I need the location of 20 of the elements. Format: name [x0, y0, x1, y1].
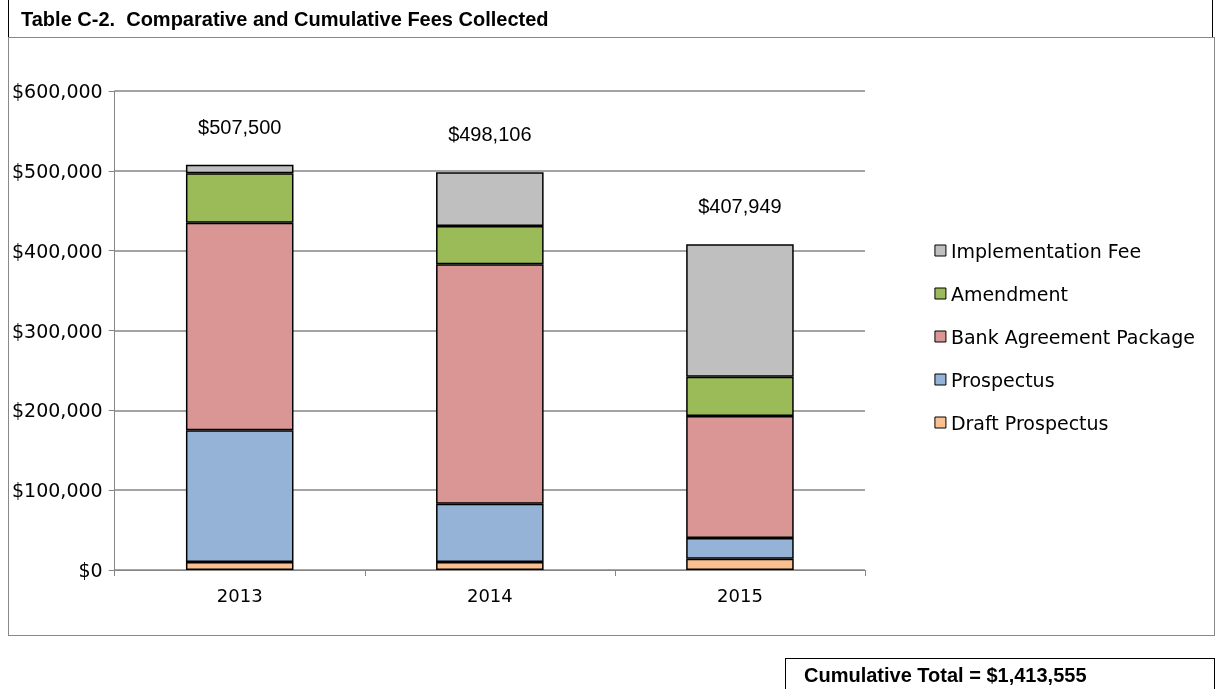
legend-label: Amendment: [950, 282, 1068, 305]
y-tick-label: $600,000: [11, 80, 103, 102]
y-tick-label: $0: [78, 559, 103, 581]
total-label: $407,949: [698, 195, 782, 218]
x-tick-label: 2014: [466, 584, 513, 606]
chart-title: Table C-2. Comparative and Cumulative Fees Collected: [8, 0, 1213, 38]
y-tick-label: $100,000: [11, 479, 103, 502]
y-tick-label: $400,000: [11, 239, 103, 262]
total-label: $507,500: [198, 115, 282, 138]
total-label: $498,106: [448, 123, 532, 146]
text: Cumulative Total = $1,413,555: [785, 658, 1215, 689]
x-tick-label: 2015: [717, 584, 763, 606]
x-tick-label: 2013: [216, 584, 263, 606]
y-tick-label: $300,000: [11, 319, 103, 342]
y-tick-label: $500,000: [11, 159, 103, 182]
legend-label: Prospectus: [950, 368, 1055, 391]
legend-label: Draft Prospectus: [950, 411, 1109, 434]
legend-label: Bank Agreement Package: [950, 325, 1195, 348]
legend-label: Implementation Fee: [950, 239, 1142, 262]
y-tick-label: $200,000: [11, 399, 103, 422]
